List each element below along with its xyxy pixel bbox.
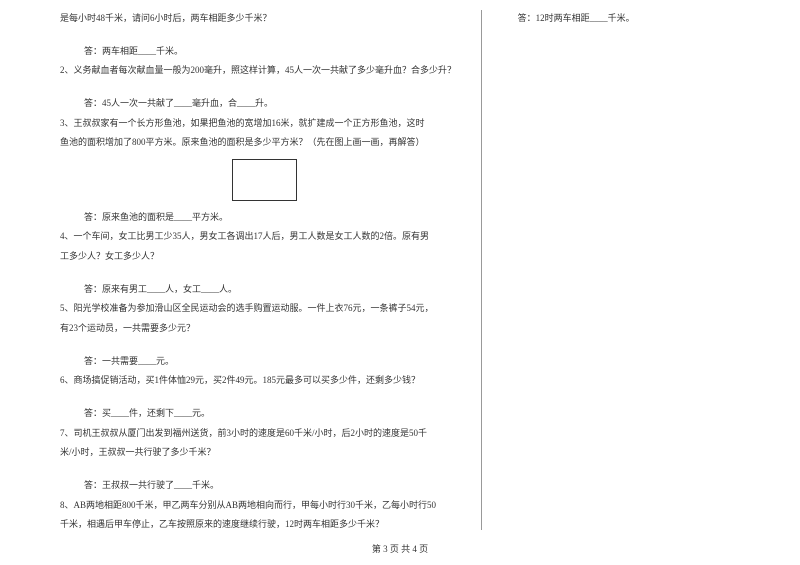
q8-line1: 8、AB两地相距800千米，甲乙两车分别从AB两地相向而行，甲每小时行30千米，… xyxy=(60,497,469,514)
q4-line1: 4、一个车间，女工比男工少35人，男女工各调出17人后，男工人数是女工人数的2倍… xyxy=(60,228,469,245)
q5-answer: 答：一共需要____元。 xyxy=(60,353,469,370)
q7-line2: 米/小时，王叔叔一共行驶了多少千米？ xyxy=(60,444,469,461)
q8-line2: 千米，相遇后甲车停止，乙车按照原来的速度继续行驶，12时两车相距多少千米？ xyxy=(60,516,469,533)
q7-line1: 7、司机王叔叔从厦门出发到福州送货，前3小时的速度是60千米/小时，后2小时的速… xyxy=(60,425,469,442)
q6-answer: 答：买____件，还剩下____元。 xyxy=(60,405,469,422)
q1-answer: 答：两车相距____千米。 xyxy=(60,43,469,60)
q3-line2: 鱼池的面积增加了800平方米。原来鱼池的面积是多少平方米？（先在图上画一画，再解… xyxy=(60,134,469,151)
q3-answer: 答：原来鱼池的面积是____平方米。 xyxy=(60,209,469,226)
q1-continuation: 是每小时48千米，请问6小时后，两车相距多少千米？ xyxy=(60,10,469,27)
q5-line2: 有23个运动员，一共需要多少元？ xyxy=(60,320,469,337)
q6-text: 6、商场搞促销活动，买1件体恤29元，买2件49元。185元最多可以买多少件，还… xyxy=(60,372,469,389)
q5-line1: 5、阳光学校准备为参加滑山区全民运动会的选手购置运动服。一件上衣76元，一条裤子… xyxy=(60,300,469,317)
right-column: 答：12时两车相距____千米。 xyxy=(482,10,734,530)
q4-answer: 答：原来有男工____人，女工____人。 xyxy=(60,281,469,298)
q2-text: 2、义务献血者每次献血量一般为200毫升，照这样计算，45人一次一共献了多少毫升… xyxy=(60,62,469,79)
page-container: 是每小时48千米，请问6小时后，两车相距多少千米？ 答：两车相距____千米。 … xyxy=(0,0,800,530)
q2-answer: 答：45人一次一共献了____毫升血，合____升。 xyxy=(60,95,469,112)
diagram-container xyxy=(60,159,469,201)
q4-line2: 工多少人？女工多少人？ xyxy=(60,248,469,265)
q8-answer: 答：12时两车相距____千米。 xyxy=(494,10,734,27)
q3-line1: 3、王叔叔家有一个长方形鱼池，如果把鱼池的宽增加16米，就扩建成一个正方形鱼池，… xyxy=(60,115,469,132)
left-column: 是每小时48千米，请问6小时后，两车相距多少千米？ 答：两车相距____千米。 … xyxy=(60,10,482,530)
rectangle-diagram xyxy=(232,159,297,201)
page-footer: 第 3 页 共 4 页 xyxy=(0,542,800,555)
q7-answer: 答：王叔叔一共行驶了____千米。 xyxy=(60,477,469,494)
